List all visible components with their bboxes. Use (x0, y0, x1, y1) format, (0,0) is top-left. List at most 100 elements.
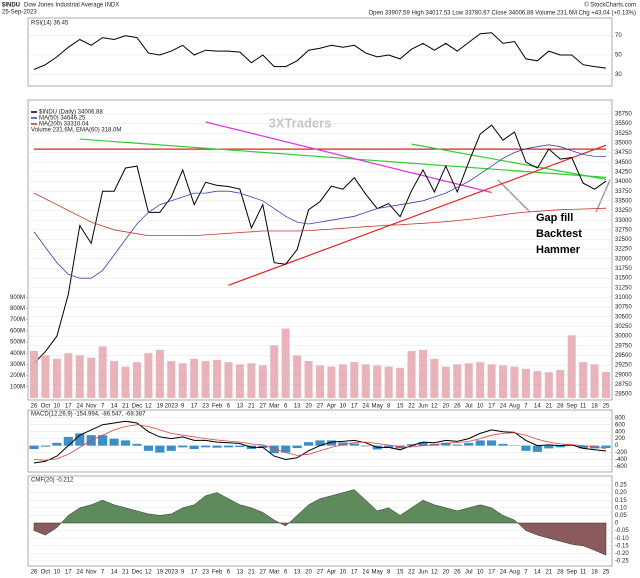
x-tick-label: 19 (156, 570, 163, 576)
x-tick-label: 24 (500, 404, 507, 410)
y-tick-label: 28750 (615, 382, 632, 388)
volume-bar (190, 358, 199, 398)
y-tick-label: 28500 (615, 392, 632, 398)
y-tick-label: 30 (615, 72, 622, 78)
y-tick-label: 34000 (615, 179, 632, 185)
histogram-bar (303, 442, 314, 446)
histogram-bar (29, 445, 39, 450)
x-tick-label: 20 (442, 404, 449, 410)
date: 25-Sep-2023 (2, 10, 37, 16)
x-tick-label: 17 (488, 404, 495, 410)
volume-bar (567, 335, 576, 398)
y-tick-label: 0.10 (615, 505, 627, 511)
volume-bar (247, 363, 256, 398)
x-tick-label: 17 (351, 404, 358, 410)
y-tick-label: 600 (615, 422, 626, 428)
y-tick-label: 29000 (615, 372, 632, 378)
y-tick-label: 0.25 (615, 483, 627, 489)
volume-bar (453, 364, 462, 398)
y-tick-label: 34750 (615, 150, 632, 156)
x-tick-label: 7 (524, 570, 528, 576)
x-tick-label: 10 (477, 570, 484, 576)
x-tick-label: 8 (387, 570, 391, 576)
y-tick-label: 31500 (615, 276, 632, 282)
histogram-bar (406, 444, 417, 446)
x-tick-label: 2023 (165, 404, 179, 410)
x-tick-label: 21 (248, 404, 255, 410)
volume-bar (327, 366, 336, 398)
volume-bar (87, 357, 96, 398)
histogram-bar (223, 445, 234, 448)
x-tick-label: Feb (212, 570, 223, 576)
histogram-bar (521, 445, 531, 451)
volume-bar (258, 365, 267, 398)
y-tick-label: 100M (10, 384, 25, 390)
y-tick-label: -0.25 (615, 559, 629, 565)
x-tick-label: 27 (317, 570, 324, 576)
x-tick-label: Jun (418, 404, 428, 410)
y-tick-label: 34500 (615, 160, 632, 166)
volume-bar (510, 366, 519, 398)
area (33, 489, 607, 556)
histogram-bar (452, 444, 462, 446)
volume-bar (132, 362, 141, 398)
x-tick-label: 6 (284, 570, 288, 576)
histogram-bar (63, 436, 73, 446)
y-tick-label: 31750 (615, 266, 632, 272)
x-tick-label: Jun (418, 570, 428, 576)
histogram-bar (120, 440, 131, 446)
histogram-bar (235, 445, 245, 448)
histogram-bar (487, 440, 497, 446)
histogram-bar (75, 433, 85, 446)
trendline (228, 144, 607, 286)
x-tick-label: May (372, 404, 383, 410)
x-tick-label: 25 (603, 570, 610, 576)
y-tick-label: 29500 (615, 353, 632, 359)
volume-bar (441, 366, 450, 398)
y-tick-label: 32000 (615, 256, 632, 262)
x-tick-label: Feb (212, 404, 223, 410)
x-tick-label: 24 (76, 404, 83, 410)
legend-label: $INDU (Daily) 34006.88 (39, 110, 103, 116)
trendline (411, 143, 607, 180)
macd-panel (27, 409, 613, 473)
y-tick-label: 34250 (615, 169, 632, 175)
y-tick-label: -0.20 (615, 551, 629, 557)
series-line (33, 32, 607, 70)
panel-title: CMF(20) -0.212 (31, 478, 74, 484)
histogram-bar (155, 445, 165, 453)
volume-bar (41, 355, 50, 398)
volume-bar (487, 364, 496, 398)
x-tick-label: Nov (86, 570, 97, 576)
x-tick-label: 28 (557, 404, 564, 410)
histogram-bar (475, 440, 485, 446)
histogram-bar (441, 442, 451, 446)
y-tick-label: 35500 (615, 121, 632, 127)
histogram-bar (189, 445, 199, 450)
y-tick-label: 33750 (615, 189, 632, 195)
histogram-bar (292, 445, 302, 449)
y-tick-label: -0.10 (615, 536, 629, 542)
x-tick-label: 23 (202, 404, 209, 410)
series-line (33, 420, 607, 464)
volume-bar (98, 346, 107, 398)
x-tick-label: 22 (408, 570, 415, 576)
x-tick-label: 12 (145, 404, 152, 410)
y-tick-label: 50 (615, 53, 622, 59)
volume-bar (601, 372, 611, 398)
y-tick-label: -600 (615, 464, 628, 470)
histogram-bar (578, 445, 588, 449)
histogram-bar (212, 445, 222, 448)
x-tick-label: 28 (557, 570, 564, 576)
x-tick-label: 27 (259, 404, 266, 410)
x-tick-label: 6 (227, 404, 231, 410)
histogram-bar (418, 442, 428, 446)
volume-bar (178, 363, 187, 398)
x-tick-label: 10 (54, 404, 61, 410)
volume-bar (270, 345, 279, 398)
histogram-bar (361, 445, 371, 447)
x-tick-label: 13 (237, 570, 244, 576)
histogram-bar (143, 445, 153, 451)
x-tick-label: 21 (545, 404, 552, 410)
histogram-bar (498, 443, 508, 446)
